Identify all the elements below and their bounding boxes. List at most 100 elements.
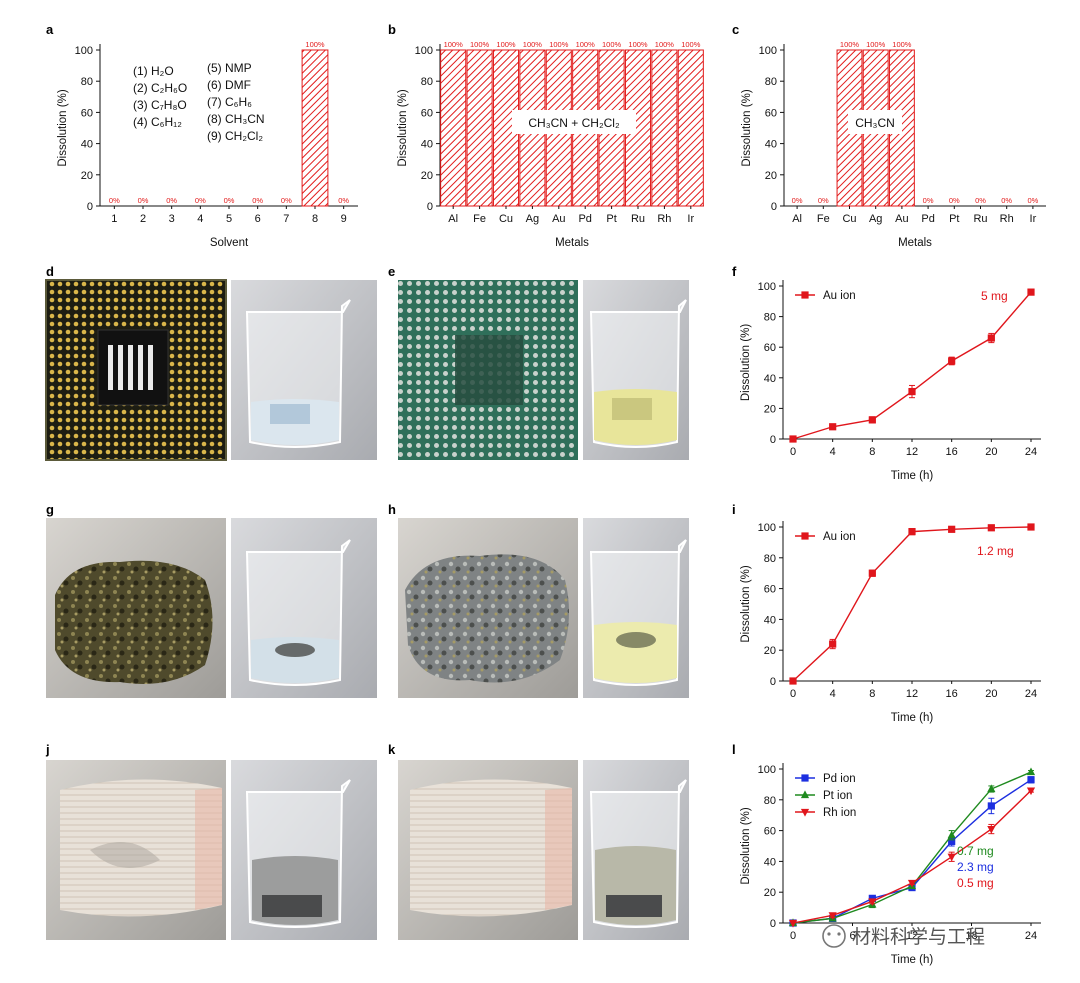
a-value-label: 0% — [224, 196, 235, 205]
b-value-label: 100% — [496, 40, 516, 49]
i-point — [868, 569, 876, 577]
i-xtick-label: 0 — [790, 688, 796, 700]
f-xtick-label: 12 — [906, 446, 918, 458]
photo-g-ore — [46, 518, 226, 698]
photo-h-beaker — [583, 518, 689, 698]
a-ytick-label: 60 — [81, 107, 93, 119]
i-ytick-label: 80 — [764, 553, 776, 565]
photo-d-beaker — [231, 280, 377, 460]
a-ytick-label: 100 — [75, 45, 93, 57]
b-ytick-label: 100 — [415, 45, 433, 57]
a-ytick-label: 0 — [87, 201, 93, 213]
f-point — [1027, 288, 1035, 296]
f-ytick-label: 100 — [758, 281, 776, 293]
l-xtick-label: 18 — [965, 930, 977, 942]
b-bar — [677, 49, 704, 207]
photo-j-beaker — [231, 760, 377, 940]
b-bar — [440, 49, 467, 207]
c-value-label: 100% — [866, 40, 886, 49]
a-solvent-legend-item: (6) DMF — [207, 78, 251, 92]
f-ytick-label: 60 — [764, 342, 776, 354]
f-xtick-label: 4 — [830, 446, 836, 458]
a-value-label: 0% — [252, 196, 263, 205]
l-point — [788, 919, 798, 928]
i-point — [829, 640, 837, 648]
a-xtick-label: 9 — [341, 213, 347, 225]
chart-i-au-ore-dissolution: 0 20 40 60 80 100 Dissolution (%) Time (h) 0 4 8 12… — [740, 521, 1041, 724]
l-point — [1026, 787, 1036, 796]
a-xtick-label: 5 — [226, 213, 232, 225]
i-point — [948, 525, 956, 533]
c-xtick-label: Al — [792, 213, 802, 225]
l-legend-marker — [800, 808, 810, 817]
a-solvent-legend-item: (3) C₇H₈O — [133, 98, 187, 112]
panel-label-b: b — [388, 22, 396, 37]
i-point — [789, 677, 797, 685]
l-ytick-label: 40 — [764, 856, 776, 868]
panel-label-e: e — [388, 264, 395, 279]
photo-k-beaker — [583, 760, 689, 940]
c-xlabel: Metals — [898, 237, 932, 249]
b-ytick-label: 40 — [421, 139, 433, 151]
b-value-label: 100% — [549, 40, 569, 49]
l-point — [947, 853, 956, 862]
c-xtick-label: Au — [895, 213, 908, 225]
panel-label-i: i — [732, 502, 736, 517]
b-ytick-label: 80 — [421, 76, 433, 88]
c-value-label: 100% — [892, 40, 912, 49]
f-xtick-label: 0 — [790, 446, 796, 458]
c-ylabel: Dissolution (%) — [741, 89, 753, 166]
l-xtick-label: 24 — [1025, 930, 1037, 942]
a-solvent-legend-item: (5) NMP — [207, 61, 252, 75]
i-annotation: 1.2 mg — [977, 544, 1014, 558]
panel-label-d: d — [46, 264, 54, 279]
a-solvent-legend-item: (4) C₆H₁₂ — [133, 115, 182, 129]
l-legend-marker — [800, 790, 810, 799]
f-ylabel: Dissolution (%) — [740, 324, 752, 401]
b-ytick-label: 60 — [421, 107, 433, 119]
c-xtick-label: Fe — [817, 213, 830, 225]
chart-b-metals-mixed-solvent: 0 20 40 60 80 100 Dissolution (%) Metals Al 100% F… — [397, 40, 704, 249]
l-point — [1027, 776, 1035, 784]
i-xlabel: Time (h) — [891, 712, 934, 724]
b-xtick-label: Cu — [499, 213, 513, 225]
a-value-label: 0% — [281, 196, 292, 205]
f-point — [987, 334, 995, 342]
watermark-text: 材料科学与工程 — [852, 926, 985, 948]
l-annotation: 0.7 mg — [957, 844, 994, 858]
c-value-label: 0% — [975, 196, 986, 205]
a-value-label: 0% — [195, 196, 206, 205]
b-xtick-label: Ir — [687, 213, 694, 225]
b-bar — [466, 49, 493, 207]
b-xtick-label: Pt — [606, 213, 616, 225]
a-xlabel: Solvent — [210, 237, 249, 249]
i-xtick-label: 24 — [1025, 688, 1037, 700]
c-ytick-label: 100 — [759, 45, 777, 57]
a-solvent-legend-item: (8) CH₃CN — [207, 112, 265, 126]
l-point — [987, 802, 995, 810]
i-point — [908, 528, 916, 536]
photo-g-beaker — [231, 518, 377, 698]
i-xtick-label: 4 — [830, 688, 836, 700]
f-legend-label: Au ion — [823, 290, 856, 302]
f-point — [789, 435, 797, 443]
c-value-label: 100% — [840, 40, 860, 49]
l-ytick-label: 60 — [764, 826, 776, 838]
l-annotation: 2.3 mg — [957, 860, 994, 874]
c-ytick-label: 80 — [765, 76, 777, 88]
a-xtick-label: 3 — [169, 213, 175, 225]
f-xlabel: Time (h) — [891, 470, 934, 482]
panel-label-g: g — [46, 502, 54, 517]
chart-f-au-cpu-dissolution: 0 20 40 60 80 100 Dissolution (%) Time (h) 0 4 8 12… — [740, 280, 1041, 482]
f-point — [908, 387, 916, 396]
b-value-label: 100% — [444, 40, 464, 49]
a-solvent-legend-item: (7) C₆H₆ — [207, 95, 252, 109]
b-xtick-label: Ag — [526, 213, 539, 225]
b-value-label: 100% — [523, 40, 543, 49]
a-xtick-label: 7 — [283, 213, 289, 225]
b-value-label: 100% — [470, 40, 490, 49]
i-xtick-label: 12 — [906, 688, 918, 700]
b-annotation-box — [512, 110, 636, 134]
panel-label-f: f — [732, 264, 737, 279]
